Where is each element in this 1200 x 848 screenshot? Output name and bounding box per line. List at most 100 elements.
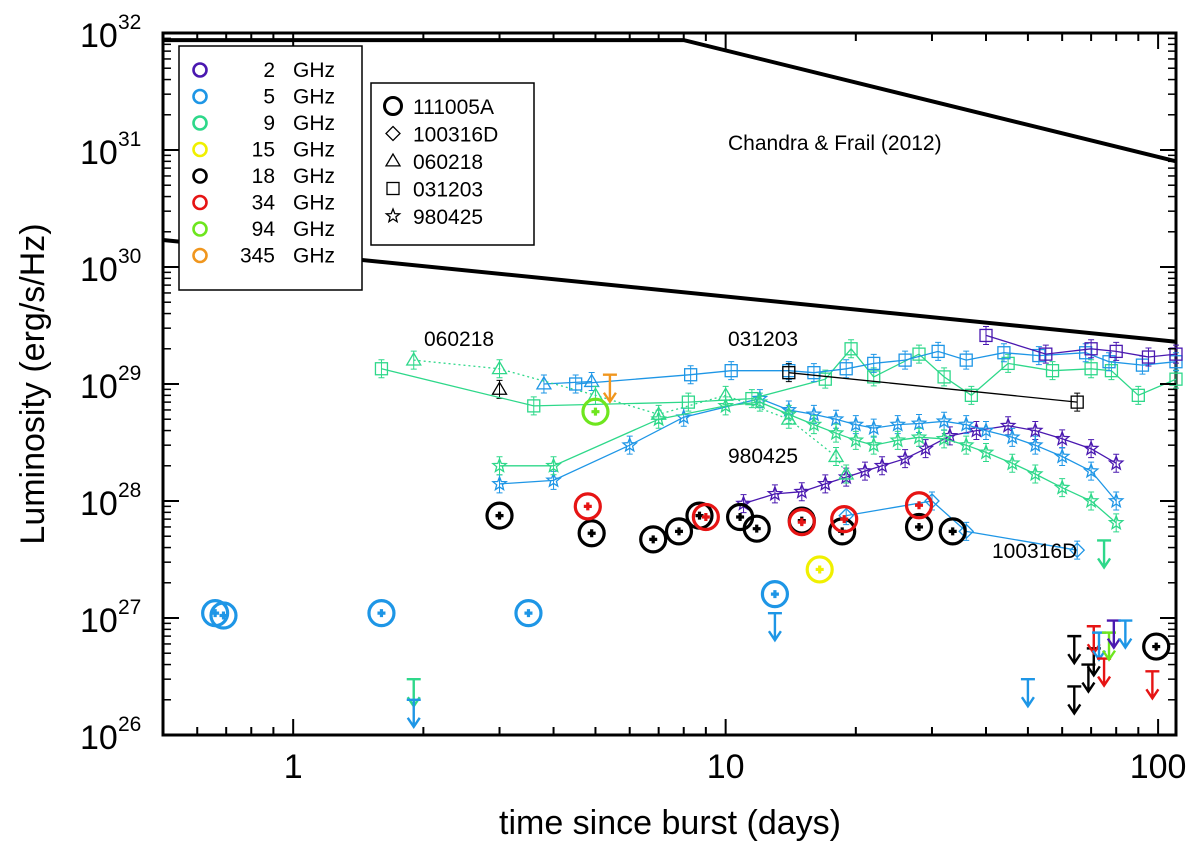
series-980425-5-ghz-point (977, 421, 995, 438)
freq-legend-label: 18 (252, 165, 275, 188)
upper-limit-arrow-shape (1118, 619, 1133, 650)
series-031203-9-ghz-point (937, 370, 951, 384)
y-axis-title: Luminosity (erg/s/Hz) (14, 223, 52, 544)
series-111005a-15-ghz-point-cross (815, 565, 824, 574)
series-060218-9-ghz-point (827, 448, 845, 463)
frequency-legend: 2 GHz 5 GHz 9 GHz 15 GHz 18 GHz 34 GHz 94 GHz 345 GHz (178, 45, 363, 291)
series-111005a-5-ghz-point-ring (514, 599, 543, 628)
series-111005a-15-ghz (805, 555, 834, 584)
series-980425-2-ghz-point (999, 416, 1017, 433)
series-031203-2-ghz-point (1084, 342, 1098, 356)
upper-limit-arrow (406, 698, 421, 729)
upper-limit-arrow (1067, 634, 1082, 666)
series-031203-18-ghz-point (782, 366, 796, 380)
series-980425-9-ghz-point (957, 436, 975, 453)
series-031203-9-ghz-point (844, 342, 858, 356)
series-060218-9-ghz-point (780, 410, 797, 425)
series-111005a-18-ghz-point-cross (752, 524, 761, 533)
series-060218-5-ghz-point (535, 375, 553, 390)
upper-limit-arrow (1067, 685, 1082, 716)
series-111005a-15-ghz-point-ring (805, 555, 834, 584)
series-111005a-18-ghz-point-cross (915, 522, 924, 531)
freq-legend-unit: GHz (293, 245, 335, 268)
series-031203-5-ghz-point (807, 366, 821, 380)
series-100316d-5-ghz-errorbar (1074, 540, 1081, 560)
series-031203-9-ghz-point (681, 395, 696, 409)
y-tick-label-exponent: 31 (118, 128, 141, 151)
y-tick-label-base: 10 (80, 719, 118, 757)
upper-limit-arrow-shape (1067, 634, 1082, 666)
series-980425-5-ghz-point (1053, 447, 1071, 464)
series-111005a-34-ghz-point (904, 491, 934, 520)
freq-legend-marker (192, 88, 208, 105)
freq-legend-label: 345 (240, 245, 275, 268)
freq-legend-label: 34 (252, 192, 276, 215)
burst-legend-marker (384, 207, 402, 224)
series-980425-5-ghz-point (889, 415, 907, 432)
series-031203-5-ghz-point (569, 377, 583, 391)
series-111005a-18-ghz (485, 501, 1171, 661)
series-031203-9-ghz-line (381, 347, 1177, 407)
series-031203-5-ghz-point (839, 362, 853, 376)
series-111005a-18-ghz-point-cross (674, 527, 683, 536)
series-980425-2-ghz-line (743, 425, 1117, 505)
upper-limit-arrow (1020, 677, 1035, 709)
series-111005a-94-ghz-point-ring (581, 397, 610, 426)
series-111005a-94-ghz-point-cross (591, 407, 600, 416)
burst-legend-label: 060218 (413, 151, 483, 174)
series-060218-18-ghz (491, 379, 508, 399)
series-111005a-34-ghz-point-ring (691, 502, 720, 532)
burst-legend-label: 031203 (413, 179, 483, 202)
series-980425-2-ghz-point (1082, 439, 1100, 456)
series-111005a-18-ghz-point-cross (649, 535, 658, 544)
x-tick-label: 100 (1130, 748, 1187, 786)
series-100316d-5-ghz-point (958, 523, 975, 540)
series-980425-9-ghz-point (491, 456, 508, 473)
series-111005a-18-ghz-point (742, 514, 771, 543)
series-111005a-34-ghz-point-cross (583, 502, 592, 511)
y-tick-label-exponent: 27 (118, 596, 141, 619)
burst-legend-marker (385, 125, 401, 142)
series-980425-5-ghz-point (545, 471, 562, 488)
series-111005a-18-ghz-point-ring (577, 519, 606, 548)
upper-limit-arrow-shape (406, 698, 421, 729)
series-980425-5-ghz-point (621, 436, 639, 453)
series-111005a-15-ghz-point (805, 555, 834, 584)
freq-legend-marker (192, 115, 208, 131)
series-060218-9-ghz-point (405, 351, 422, 366)
series-980425-5-ghz-point (827, 410, 845, 427)
series-111005a-18-ghz-point-cross (495, 511, 504, 520)
freq-legend-marker (192, 221, 208, 237)
series-980425-5-ghz-point (935, 412, 953, 429)
y-tick-label-base: 10 (80, 368, 118, 406)
series-980425-2-ghz-point (1053, 429, 1071, 446)
freq-legend-label: 9 (263, 112, 275, 135)
series-031203-9-ghz-point (1104, 364, 1119, 378)
series-031203-5-ghz-point (867, 356, 881, 371)
series-060218-5-ghz-point (583, 373, 600, 388)
series-980425-9-ghz-point (751, 393, 769, 410)
series-111005a-94-ghz (581, 397, 610, 426)
series-060218-9-ghz (405, 350, 855, 484)
upper-limit-arrow-shape (1020, 677, 1035, 709)
freq-legend-label: 2 (263, 59, 275, 82)
freq-legend-label: 15 (252, 139, 275, 162)
series-060218-9-ghz-line (413, 359, 847, 475)
series-980425-5-ghz-point (1003, 428, 1021, 445)
series-980425-9-ghz-point (847, 431, 865, 448)
series-111005a-18-ghz-point (904, 512, 934, 542)
series-100316d-5-ghz-point (838, 507, 855, 524)
series-111005a-34-ghz-point-cross (797, 518, 806, 527)
series-980425-2-ghz-point (793, 482, 811, 499)
freq-legend-marker (192, 194, 208, 211)
burst-legend-label: 100316D (413, 124, 498, 147)
upper-limits-layer (406, 373, 1160, 729)
series-031203-2-ghz-point (1039, 347, 1053, 361)
series-980425-9-ghz-point (865, 436, 883, 453)
series-100316d-5-ghz-point (1069, 542, 1086, 559)
burst-legend-marker (384, 152, 402, 167)
series-111005a-34-ghz (573, 491, 934, 537)
y-tick-label-exponent: 29 (118, 362, 141, 385)
series-031203-9-ghz-point (1084, 362, 1098, 376)
